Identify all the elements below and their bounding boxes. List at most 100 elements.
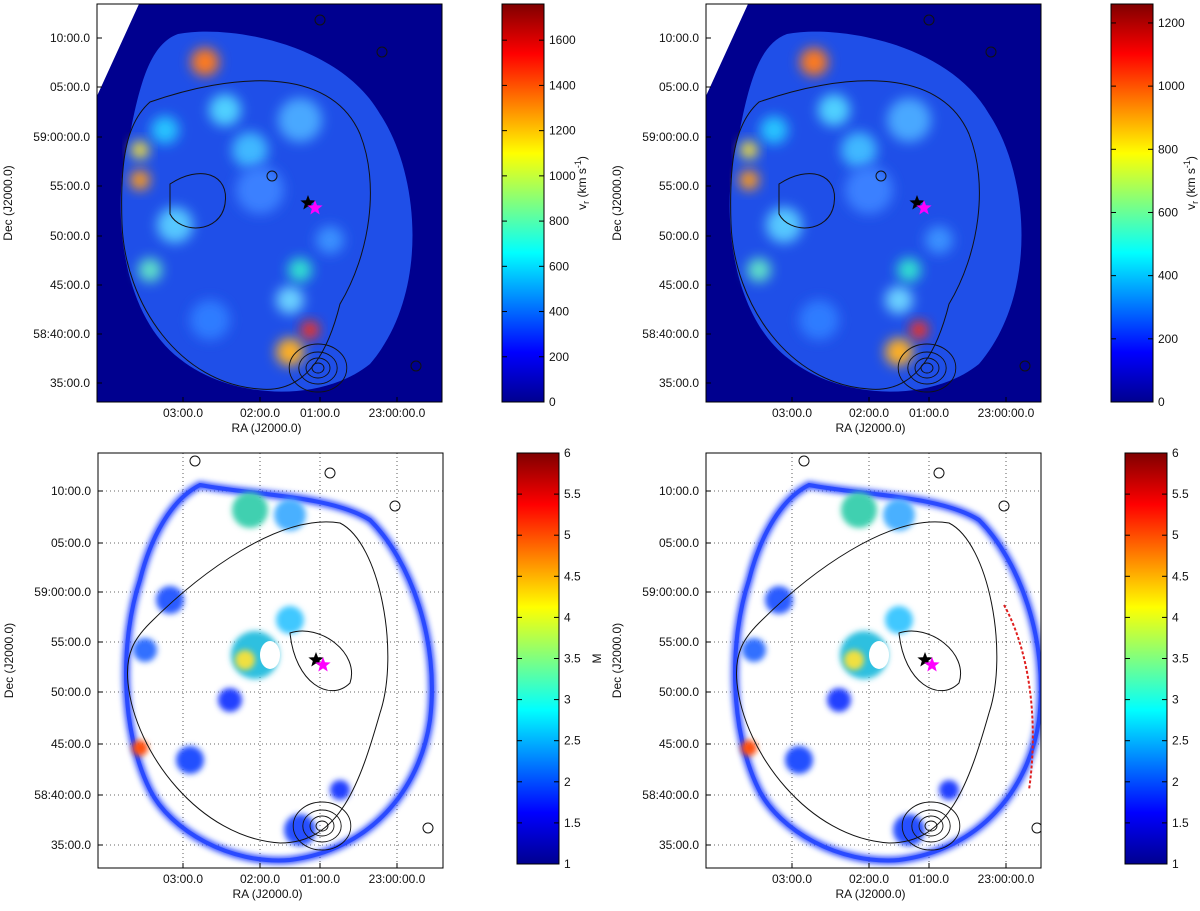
emission-blob [897,258,921,282]
colorbar-tick-label: 5.5 [1172,487,1189,501]
contour-line [897,343,957,393]
point-source-contour [933,467,945,479]
black-star-marker [909,195,925,210]
contour-line [309,815,335,837]
black-star-marker [308,652,324,667]
y-tick-label: 59:00:00.0 [34,585,91,599]
point-source-contour [389,500,401,512]
contour-line [311,362,325,374]
x-axis-label: RA (J2000.0) [835,887,905,901]
colorbar [1124,452,1168,865]
x-tick-label: 01:00.0 [909,872,949,886]
y-tick-label: 50:00.0 [50,229,90,243]
x-tick-label: 02:00.0 [240,406,280,420]
panel-4: 03:00.0 02:00.0 01:00.0 23:00:00.0 RA (J2000… [610,446,1200,901]
colorbar-tick-label: 2.5 [564,734,581,748]
point-source-contour [376,46,388,58]
emission-blob [132,740,148,756]
contour-line [924,820,938,832]
colorbar [1110,3,1154,403]
y-axis-label: Dec (J2000.0) [1,165,15,240]
colorbar [501,3,545,403]
magenta-star-marker [315,657,331,672]
emission-blob [138,258,162,282]
contour-line [920,362,934,374]
contour-line [302,809,342,843]
colorbar-tick-label: 600 [549,259,569,273]
y-tick-label: 50:00.0 [51,685,91,699]
cavity [869,641,889,669]
contour-line [778,173,835,229]
colorbar-tick-label: 2.5 [1172,734,1189,748]
colorbar-tick-label: 5 [564,528,571,542]
y-tick-label: 05:00.0 [51,536,91,550]
contour-line [298,351,338,385]
y-tick-label: 50:00.0 [659,229,699,243]
point-source-contour [1019,360,1031,372]
contour-line [288,343,348,393]
x-axis-label: RA (J2000.0) [232,887,302,901]
x-tick-label: 01:00.0 [300,872,340,886]
colorbar-tick-label: 1600 [549,33,576,47]
emission-blob [766,207,802,243]
y-tick-label: 05:00.0 [659,80,699,94]
y-tick-label: 35:00.0 [659,376,699,390]
contour-line [169,173,226,229]
y-tick-label: 45:00.0 [659,737,699,751]
map-image [706,453,1041,868]
x-tick-label: 03:00.0 [163,872,203,886]
x-tick-label: 02:00.0 [849,406,889,420]
point-source-contour [189,455,201,467]
map-image [98,453,443,868]
emission-blob [760,116,788,144]
colorbar [516,452,560,865]
colorbar-tick-label: 6 [564,446,571,460]
emission-blob [742,638,766,662]
emission-blob [330,780,350,800]
rim-high-mach [1003,604,1034,791]
y-tick-label: 05:00.0 [50,80,90,94]
x-tick-label: 23:00:00.0 [369,406,426,420]
colorbar-tick-label: 2 [1172,775,1179,789]
emission-blob [885,338,913,366]
emission-blob [740,141,758,159]
shock-rim [124,482,434,863]
contour-line [315,820,329,832]
x-tick-label: 02:00.0 [849,872,889,886]
colorbar-tick-label: 400 [549,305,569,319]
emission-blob [844,650,864,670]
point-source-contour [875,170,887,182]
point-source-contour [985,46,997,58]
cavity [260,641,280,669]
point-source-contour [422,822,434,834]
emission-blob [288,258,312,282]
colorbar-tick-label: 1000 [1158,79,1185,93]
colorbar-tick-label: 4.5 [564,569,581,583]
colorbar-tick-label: 3.5 [1172,652,1189,666]
magenta-star-marker [916,200,932,215]
colorbar-tick-label: 1.5 [564,816,581,830]
y-tick-label: 59:00:00.0 [33,130,90,144]
colorbar-tick-label: 800 [549,214,569,228]
emission-blob [274,499,306,531]
contour-line [121,80,371,390]
colorbar-tick-label: 1 [564,857,571,871]
contour-line [898,630,962,692]
colorbar-label: vr (km s-1) [573,156,591,210]
colorbar-tick-label: 400 [1158,269,1178,283]
emission-blob [191,48,219,76]
y-tick-label: 55:00.0 [659,179,699,193]
y-tick-label: 45:00.0 [659,278,699,292]
x-tick-label: 03:00.0 [772,872,812,886]
y-tick-label: 35:00.0 [51,838,91,852]
y-tick-label: 59:00:00.0 [642,130,699,144]
colorbar-tick-label: 2 [564,775,571,789]
x-axis-label: RA (J2000.0) [231,421,301,435]
colorbar-tick-label: 200 [549,350,569,364]
x-tick-label: 23:00:00.0 [369,872,426,886]
emission-blob [209,94,241,126]
y-tick-label: 50:00.0 [659,685,699,699]
colorbar-label: M [1198,654,1200,664]
point-source-contour [324,467,336,479]
emission-blob [785,746,813,774]
